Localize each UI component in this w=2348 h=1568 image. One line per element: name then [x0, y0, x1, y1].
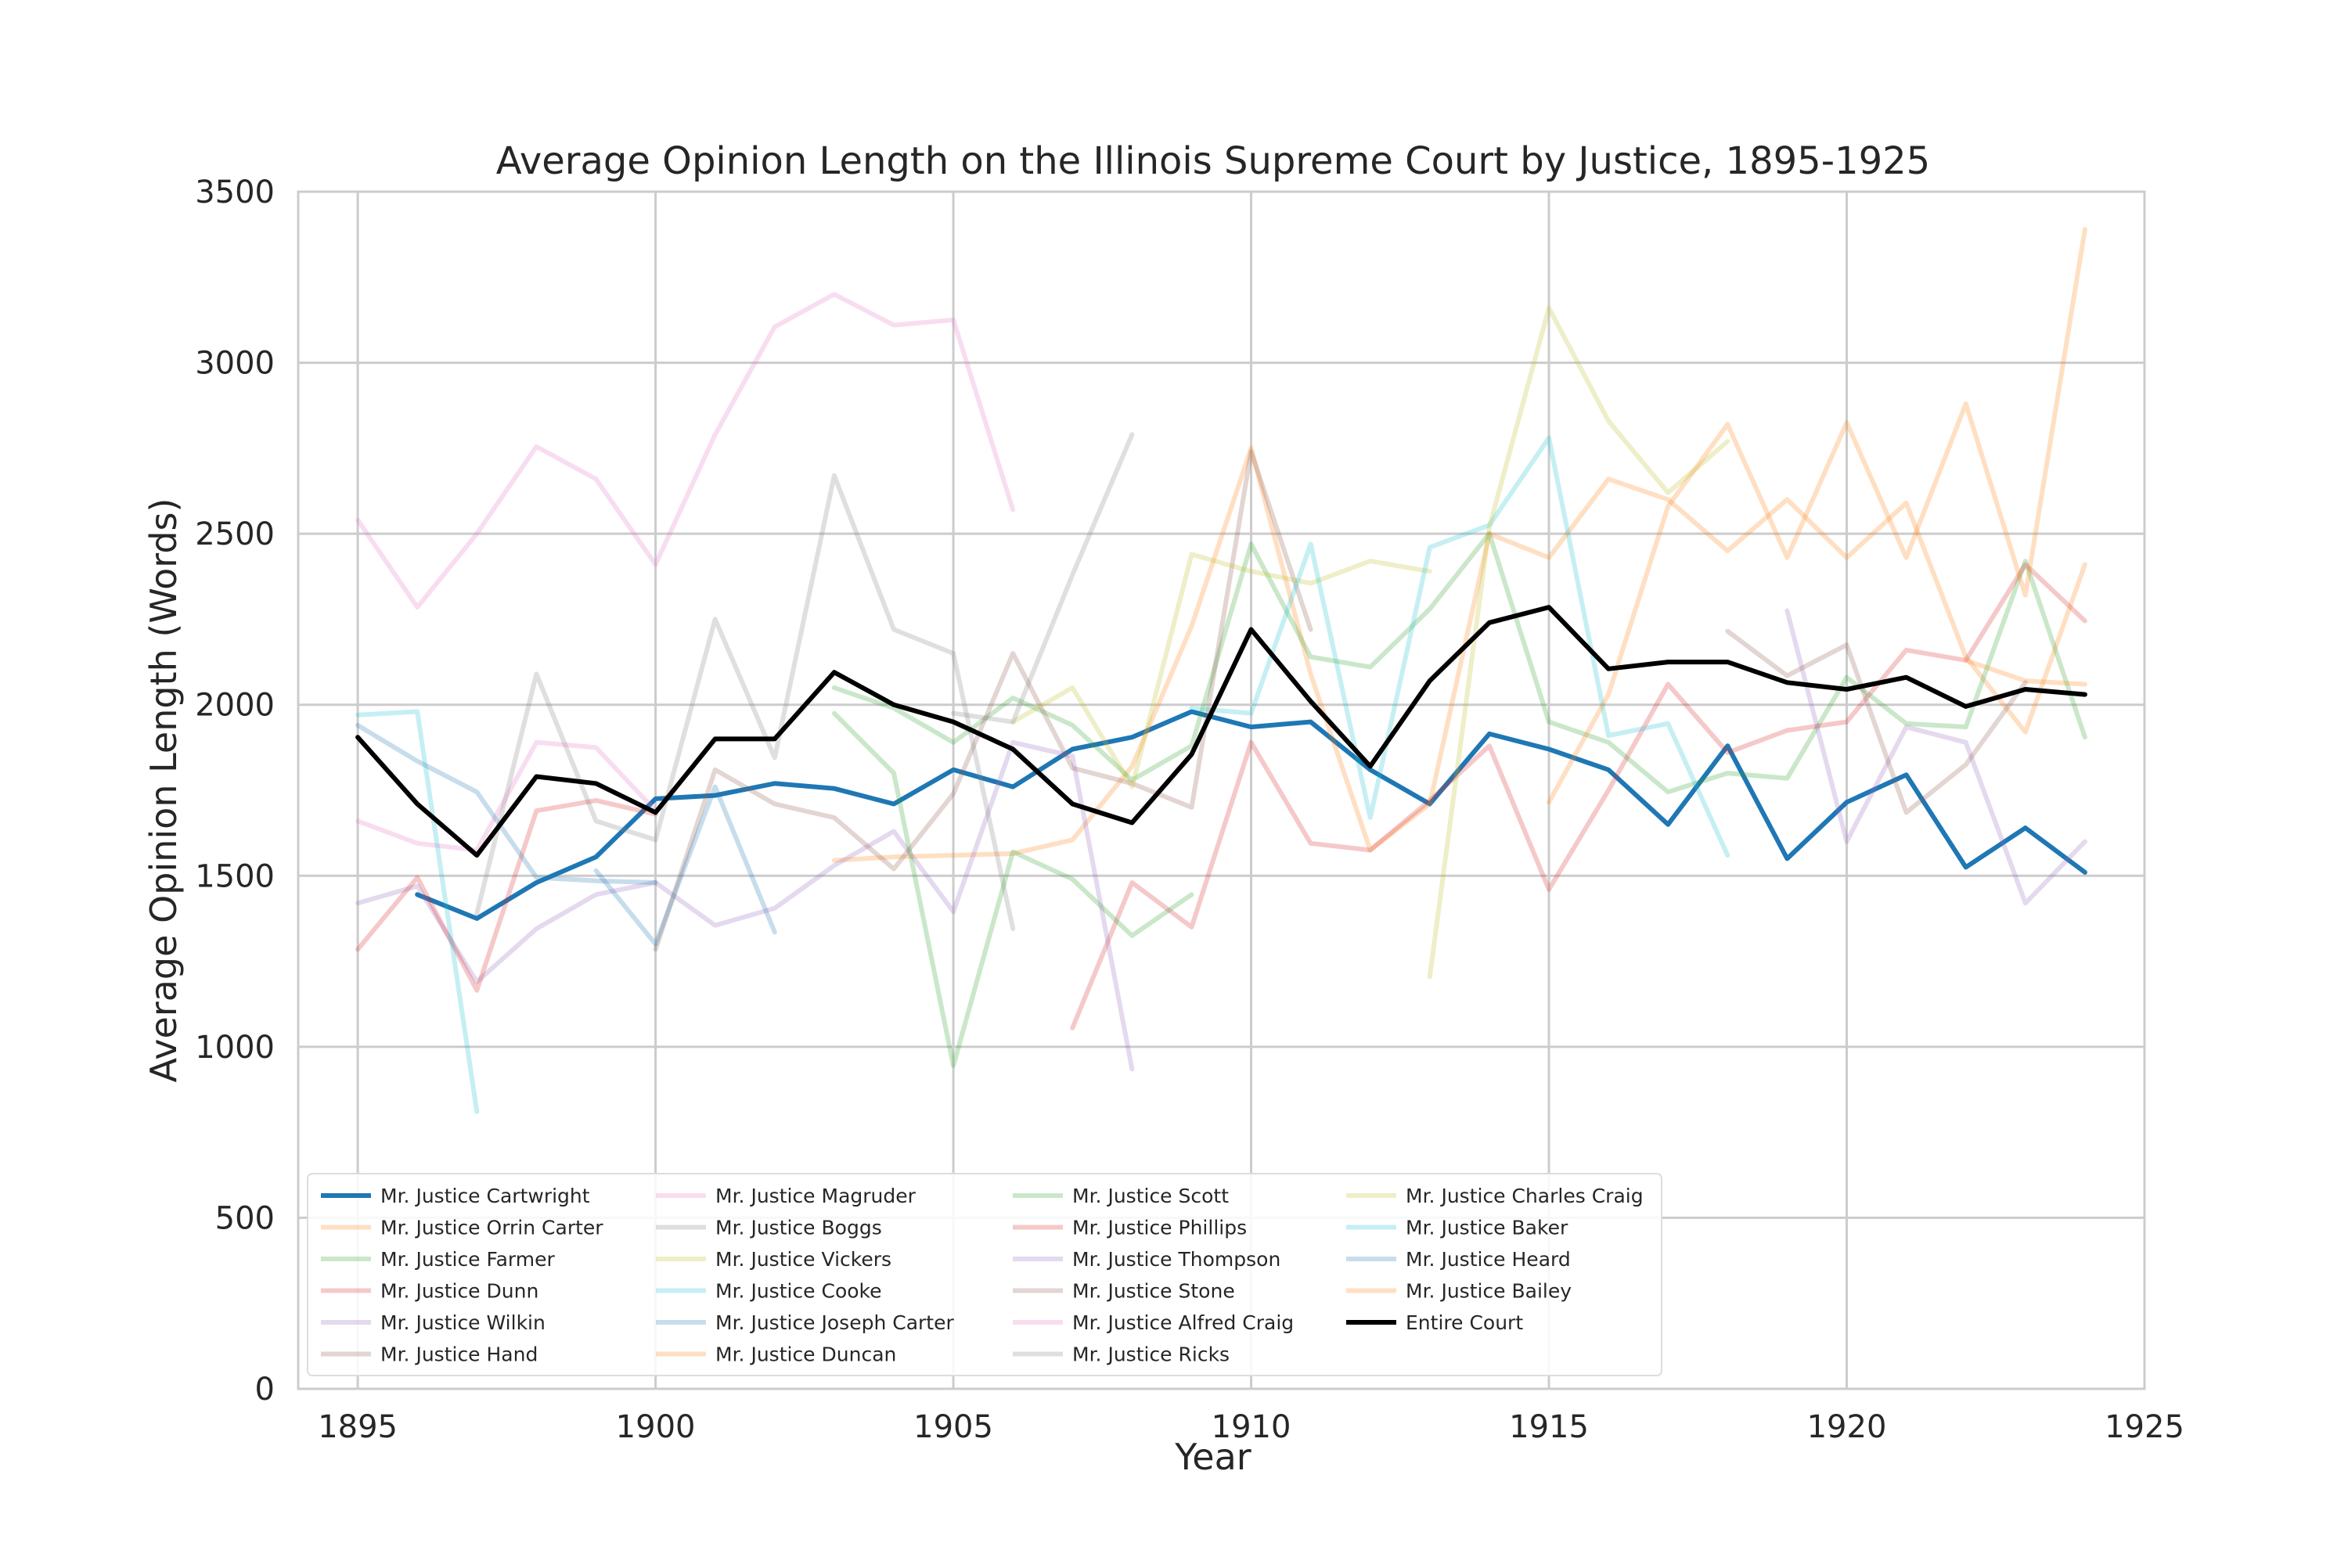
legend-label: Mr. Justice Dunn [380, 1280, 538, 1303]
legend-label: Entire Court [1406, 1311, 1523, 1334]
series-line-mr-justice-heard [355, 722, 658, 885]
series-line-mr-justice-scott [831, 710, 1194, 1068]
series-line-mr-justice-boggs [474, 473, 1016, 931]
x-tick-label: 1895 [318, 1409, 398, 1445]
legend-label: Mr. Justice Boggs [715, 1217, 882, 1239]
legend-label: Mr. Justice Heard [1406, 1248, 1571, 1271]
series-line-mr-justice-duncan [1547, 227, 2087, 805]
legend-label: Mr. Justice Farmer [380, 1248, 555, 1271]
legend-label: Mr. Justice Baker [1406, 1217, 1568, 1239]
legend: Mr. Justice Cartwright Mr. Justice Orrin … [307, 1173, 1662, 1376]
series-line-mr-justice-phillips [355, 798, 658, 993]
y-tick-label: 2500 [195, 516, 275, 552]
legend-label: Mr. Justice Alfred Craig [1072, 1311, 1294, 1334]
legend-label: Mr. Justice Bailey [1406, 1280, 1572, 1303]
series-line-mr-justice-joseph-carter [593, 784, 777, 947]
legend-label: Mr. Justice Hand [380, 1343, 538, 1366]
legend-label: Mr. Justice Vickers [715, 1248, 891, 1271]
x-tick-label: 1905 [913, 1409, 993, 1445]
x-tick-label: 1910 [1212, 1409, 1291, 1445]
series-line-mr-justice-cartwright [415, 709, 2087, 921]
legend-label: Mr. Justice Ricks [1072, 1343, 1230, 1366]
y-tick-label: 500 [215, 1200, 275, 1236]
series-line-mr-justice-farmer [831, 531, 2087, 795]
legend-label: Mr. Justice Cooke [715, 1280, 882, 1303]
series-line-mr-justice-baker [355, 709, 480, 1114]
legend-label: Mr. Justice Magruder [715, 1185, 917, 1207]
series-line-mr-justice-hand [653, 449, 1313, 952]
plot-frame [297, 190, 2146, 1390]
series-line-mr-justice-vickers [1010, 552, 1432, 789]
series-line-mr-justice-thompson [1784, 608, 2087, 906]
x-tick-label: 1900 [616, 1409, 696, 1445]
series-line-mr-justice-orrin-carter [831, 445, 2087, 863]
legend-label: Mr. Justice Wilkin [380, 1311, 546, 1334]
series-line-mr-justice-ricks [951, 432, 1135, 725]
legend-label: Mr. Justice Orrin Carter [380, 1217, 603, 1239]
y-tick-label: 1500 [195, 858, 275, 894]
series-line-mr-justice-charles-craig [1427, 305, 1730, 980]
y-tick-label: 2000 [195, 688, 275, 724]
legend-label: Mr. Justice Cartwright [380, 1185, 590, 1207]
series-line-mr-justice-stone [1725, 628, 2028, 815]
series-line-entire-court [355, 605, 2087, 858]
series-group [355, 227, 2087, 1114]
y-tick-label: 0 [255, 1372, 275, 1408]
x-tick-label: 1925 [2105, 1409, 2184, 1445]
legend-label: Mr. Justice Phillips [1072, 1217, 1247, 1239]
legend-label: Mr. Justice Duncan [715, 1343, 896, 1366]
x-axis-label: Year [1174, 1436, 1251, 1478]
y-axis-label: Average Opinion Length (Words) [142, 498, 185, 1083]
legend-label: Mr. Justice Charles Craig [1406, 1185, 1644, 1207]
x-tick-label: 1920 [1807, 1409, 1887, 1445]
y-tick-label: 3500 [195, 174, 275, 210]
series-line-mr-justice-dunn [1070, 562, 2087, 1030]
series-line-mr-justice-bailey [1963, 657, 2087, 687]
series-line-mr-justice-alfred-craig [355, 739, 658, 853]
legend-label: Mr. Justice Thompson [1072, 1248, 1280, 1271]
chart-title: Average Opinion Length on the Illinois S… [496, 139, 1930, 183]
series-line-mr-justice-magruder [355, 292, 1016, 610]
legend-label: Mr. Justice Stone [1072, 1280, 1235, 1303]
legend-label: Mr. Justice Scott [1072, 1185, 1229, 1207]
y-tick-label: 3000 [195, 346, 275, 382]
series-line-mr-justice-wilkin [355, 739, 1135, 1072]
x-tick-label: 1915 [1509, 1409, 1589, 1445]
legend-label: Mr. Justice Joseph Carter [715, 1311, 954, 1334]
legend-box [307, 1173, 1662, 1376]
series-line-mr-justice-cooke [1189, 435, 1730, 858]
tick-labels: 1895 1900 1905 1910 1915 1920 1925 0 500 1000 1500… [195, 174, 2184, 1445]
y-tick-label: 1000 [195, 1030, 275, 1066]
